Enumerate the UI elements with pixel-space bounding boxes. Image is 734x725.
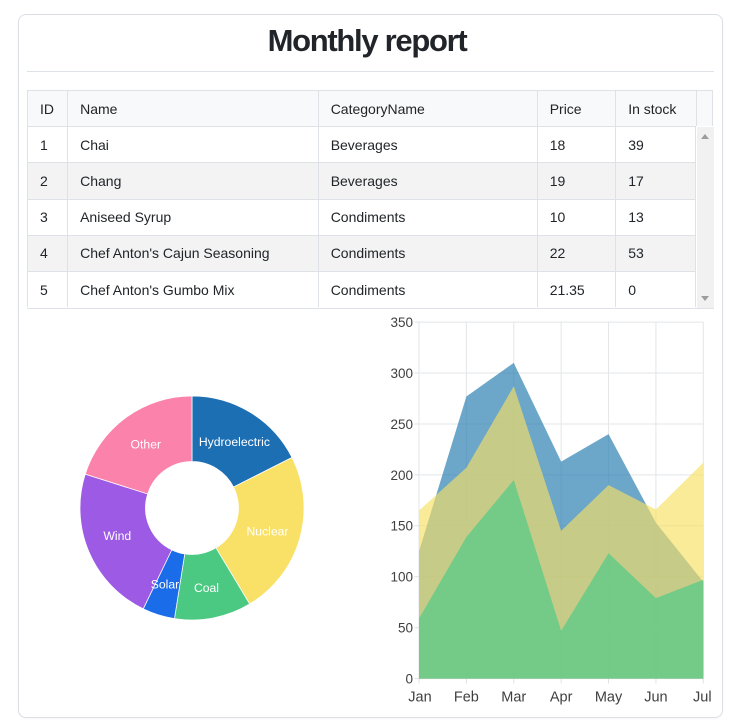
svg-text:Solar: Solar — [151, 577, 179, 591]
svg-text:Nuclear: Nuclear — [247, 525, 289, 539]
svg-text:Jun: Jun — [644, 690, 667, 706]
svg-text:250: 250 — [390, 417, 413, 432]
svg-text:Jan: Jan — [408, 690, 431, 706]
svg-text:300: 300 — [390, 366, 413, 381]
svg-text:Mar: Mar — [501, 690, 526, 706]
svg-text:Apr: Apr — [550, 690, 573, 706]
svg-text:50: 50 — [398, 621, 413, 636]
svg-text:Feb: Feb — [454, 690, 479, 706]
svg-text:0: 0 — [405, 672, 413, 687]
svg-text:350: 350 — [390, 315, 413, 330]
svg-text:150: 150 — [390, 519, 413, 534]
svg-text:Hydroelectric: Hydroelectric — [199, 435, 270, 449]
svg-text:Other: Other — [131, 437, 161, 451]
svg-text:May: May — [595, 690, 623, 706]
svg-text:200: 200 — [390, 468, 413, 483]
svg-text:100: 100 — [390, 570, 413, 585]
svg-text:Wind: Wind — [103, 529, 131, 543]
svg-text:Coal: Coal — [194, 581, 219, 595]
svg-text:Jul: Jul — [693, 690, 712, 706]
